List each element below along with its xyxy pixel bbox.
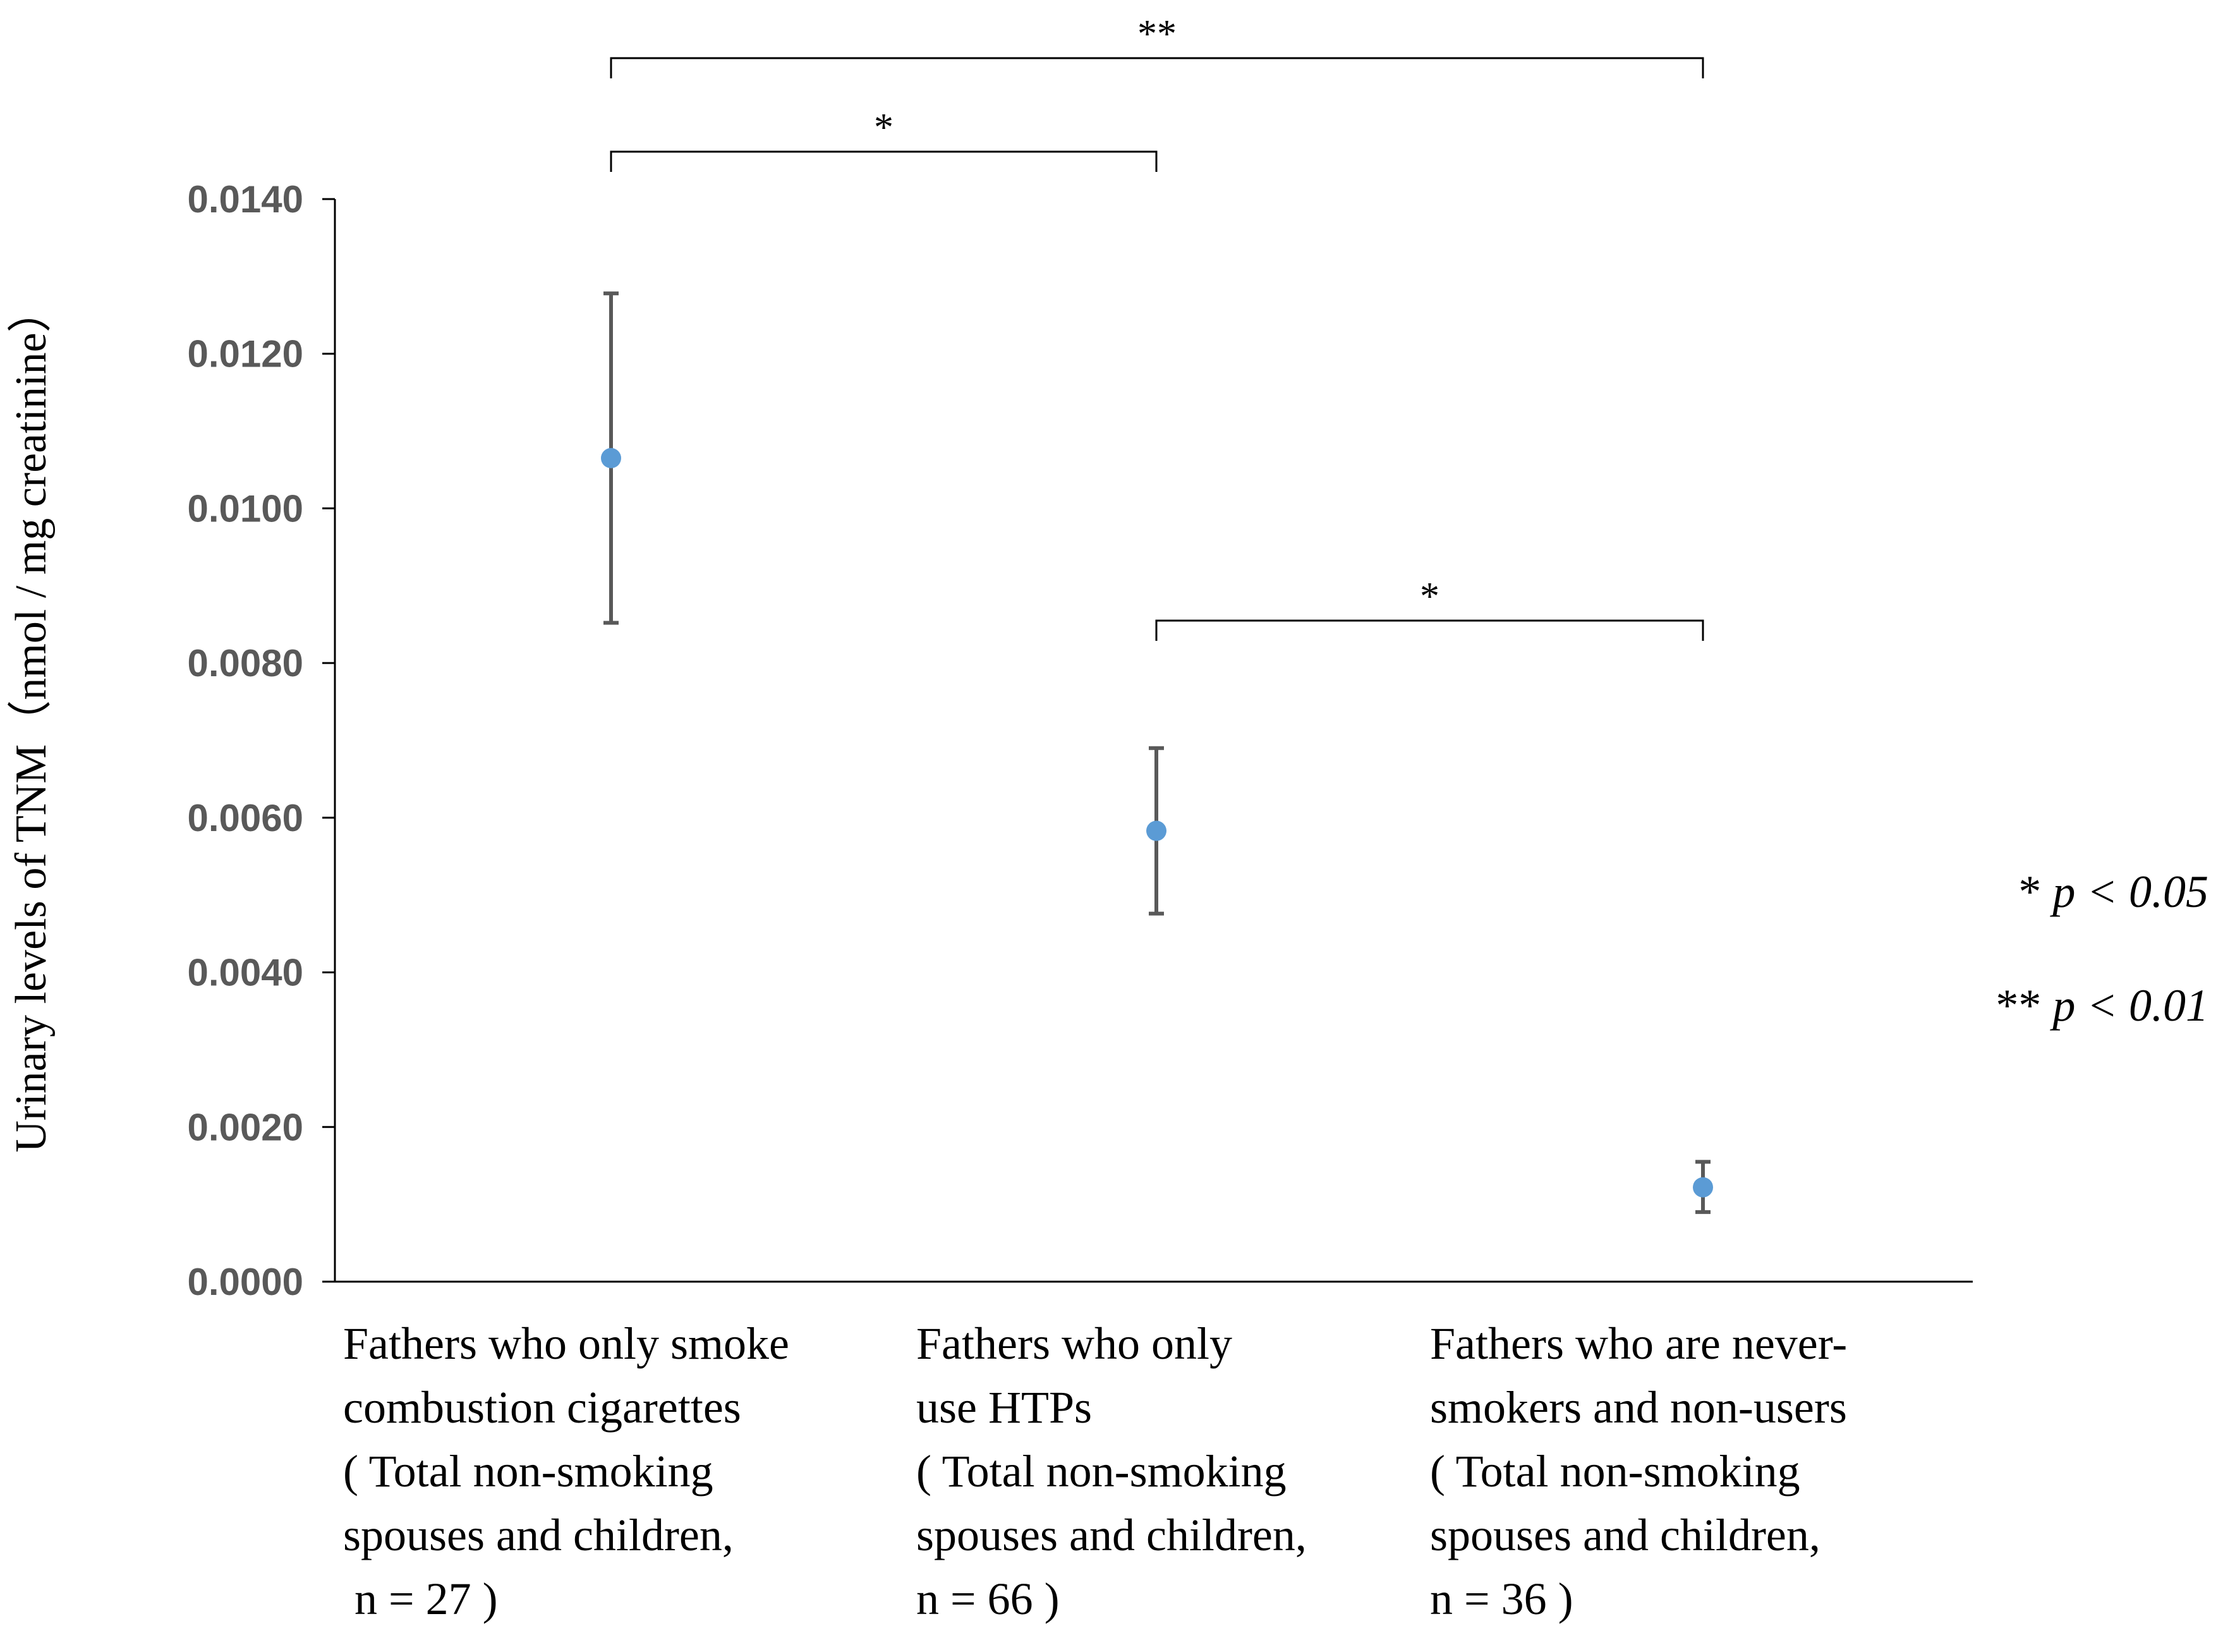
category-label-line: Fathers who are never- [1430,1318,1847,1369]
significance-brackets: **** [610,13,1704,641]
category-label-line: ( Total non-smoking [343,1446,713,1497]
y-tick-label: 0.0100 [187,487,303,530]
y-tick-label: 0.0140 [187,178,303,221]
legend-stars: ** [1996,980,2052,1031]
category-label: Fathers who only use HTPs ( Total non-smok… [916,1318,1307,1624]
significance-stars: * [1420,575,1439,618]
y-axis-ticks: 0.0000 0.0020 0.0040 0.0060 0.0080 0.0100 0.01… [187,178,335,1303]
axes [334,199,1973,1283]
significance-bracket [1155,619,1704,641]
category-label: Fathers who only smoke combustion cigaret… [343,1318,789,1624]
data-point [1693,1177,1713,1198]
category-label-line: ( Total non-smoking [1430,1446,1800,1497]
data-point [601,447,621,468]
legend-entry: * p < 0.05 [2018,866,2208,917]
legend-threshold: p < 0.05 [2049,866,2208,917]
category-label-line: spouses and children, [916,1510,1307,1560]
y-tick-label: 0.0000 [187,1261,303,1303]
y-tick-label: 0.0080 [187,642,303,684]
significance-stars: ** [1137,13,1177,56]
category-label-line: spouses and children, [1430,1510,1820,1560]
category-label-line: n = 36 ) [1430,1574,1573,1624]
category-label-line: Fathers who only smoke [343,1318,789,1369]
category-label-line: n = 27 ) [343,1574,498,1624]
category-label-line: Fathers who only [916,1318,1232,1369]
category-label-line: n = 66 ) [916,1574,1060,1624]
data-points [601,291,1713,1214]
x-axis-categories: Fathers who only smoke combustion cigaret… [343,1318,1847,1624]
significance-legend: * p < 0.05 ** p < 0.01 [1996,866,2208,1031]
y-tick-label: 0.0120 [187,333,303,375]
y-tick-label: 0.0060 [187,797,303,839]
category-label-line: ( Total non-smoking [916,1446,1287,1497]
category-label-line: smokers and non-users [1430,1382,1847,1433]
significance-bracket [610,150,1158,172]
legend-stars: * [2018,866,2052,917]
category-label-line: combustion cigarettes [343,1382,741,1433]
y-axis-label: Urinary levels of TNM（nmol / mg creatini… [7,288,56,1152]
category-label-line: use HTPs [916,1382,1092,1433]
legend-threshold: p < 0.01 [2049,980,2208,1031]
legend-entry: ** p < 0.01 [1996,980,2208,1031]
category-label-line: spouses and children, [343,1510,734,1560]
data-point [1146,820,1166,841]
significance-stars: * [874,106,893,149]
y-tick-label: 0.0040 [187,952,303,994]
y-tick-label: 0.0020 [187,1106,303,1148]
significance-bracket [610,57,1704,78]
category-label: Fathers who are never-smokers and non-us… [1430,1318,1847,1624]
